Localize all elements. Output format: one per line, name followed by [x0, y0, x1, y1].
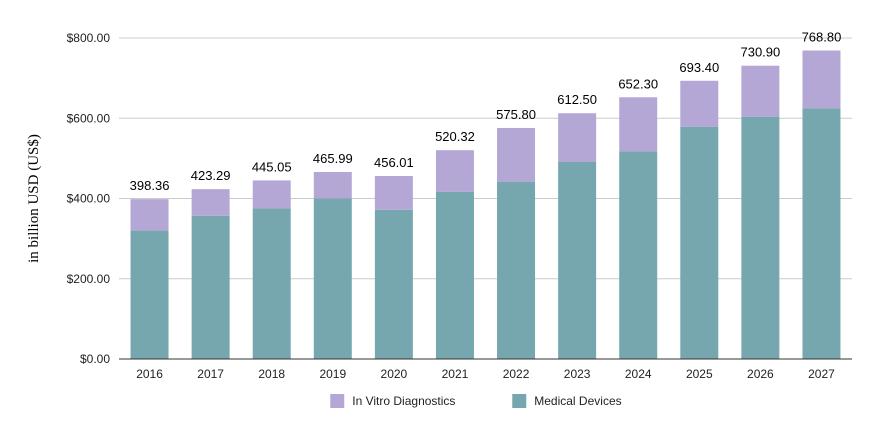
- x-tick-label: 2019: [319, 367, 346, 381]
- bar-in-vitro-diagnostics-2018: [252, 180, 291, 209]
- total-label-2020: 456.01: [374, 155, 414, 170]
- gridlines: [119, 37, 852, 280]
- x-tick-label: 2026: [747, 367, 774, 381]
- total-label-2027: 768.80: [802, 30, 842, 45]
- total-label-2019: 465.99: [313, 151, 353, 166]
- x-tick-label: 2022: [503, 367, 530, 381]
- x-tick-label: 2020: [381, 367, 408, 381]
- legend: In Vitro Diagnostics Medical Devices: [330, 394, 622, 408]
- bar-medical-devices-2026: [741, 116, 780, 360]
- total-label-2018: 445.05: [252, 159, 292, 174]
- x-tick-label: 2025: [686, 367, 713, 381]
- x-axis-ticks: 2016 2017 2018 2019 2020 2021 2022 2023 2024 2025…: [136, 367, 835, 381]
- total-label-2023: 612.50: [557, 92, 597, 107]
- bar-in-vitro-diagnostics-2020: [374, 176, 413, 210]
- x-tick-label: 2021: [442, 367, 469, 381]
- x-tick-label: 2023: [564, 367, 591, 381]
- total-label-2024: 652.30: [618, 76, 658, 91]
- bar-medical-devices-2025: [680, 126, 719, 360]
- y-tick-label: $400.00: [67, 192, 111, 206]
- x-tick-label: 2027: [808, 367, 835, 381]
- y-tick-label: $200.00: [67, 272, 111, 286]
- bars: [130, 50, 841, 360]
- y-axis-title: in billion USD (US$): [26, 134, 42, 263]
- legend-swatch-medical-devices: [512, 394, 527, 408]
- bar-in-vitro-diagnostics-2022: [497, 127, 536, 182]
- bar-medical-devices-2027: [802, 108, 841, 359]
- bar-medical-devices-2016: [130, 230, 169, 359]
- bar-in-vitro-diagnostics-2024: [619, 97, 658, 152]
- legend-label: Medical Devices: [534, 394, 621, 408]
- y-tick-label: $800.00: [67, 31, 111, 45]
- x-tick-label: 2018: [258, 367, 285, 381]
- bar-medical-devices-2024: [619, 151, 658, 359]
- bar-medical-devices-2021: [435, 191, 474, 359]
- bar-in-vitro-diagnostics-2027: [802, 50, 841, 109]
- bar-in-vitro-diagnostics-2019: [313, 172, 352, 199]
- bar-medical-devices-2017: [191, 215, 230, 359]
- total-label-2025: 693.40: [679, 60, 719, 75]
- bar-medical-devices-2019: [313, 198, 352, 359]
- total-label-2022: 575.80: [496, 107, 536, 122]
- total-labels: 398.36 423.29 445.05 465.99 456.01 520.32 575.…: [130, 30, 842, 194]
- legend-label: In Vitro Diagnostics: [352, 394, 455, 408]
- bar-medical-devices-2018: [252, 208, 291, 359]
- total-label-2017: 423.29: [191, 168, 231, 183]
- bar-in-vitro-diagnostics-2025: [680, 80, 719, 127]
- total-label-2021: 520.32: [435, 129, 475, 144]
- total-label-2026: 730.90: [740, 45, 780, 60]
- y-tick-label: $600.00: [67, 111, 111, 125]
- x-tick-label: 2016: [136, 367, 163, 381]
- bar-in-vitro-diagnostics-2026: [741, 65, 780, 117]
- x-tick-label: 2017: [197, 367, 224, 381]
- total-label-2016: 398.36: [130, 178, 170, 193]
- y-axis-ticks: $0.00 $200.00 $400.00 $600.00 $800.00: [67, 31, 111, 366]
- x-tick-label: 2024: [625, 367, 652, 381]
- bar-medical-devices-2020: [374, 209, 413, 359]
- bar-in-vitro-diagnostics-2023: [558, 113, 597, 162]
- bar-in-vitro-diagnostics-2017: [191, 189, 230, 216]
- bar-medical-devices-2023: [558, 161, 597, 359]
- bar-medical-devices-2022: [497, 181, 536, 359]
- bar-in-vitro-diagnostics-2021: [435, 150, 474, 192]
- legend-swatch-in-vitro-diagnostics: [330, 394, 345, 408]
- y-tick-label: $0.00: [80, 352, 110, 366]
- bar-in-vitro-diagnostics-2016: [130, 199, 169, 231]
